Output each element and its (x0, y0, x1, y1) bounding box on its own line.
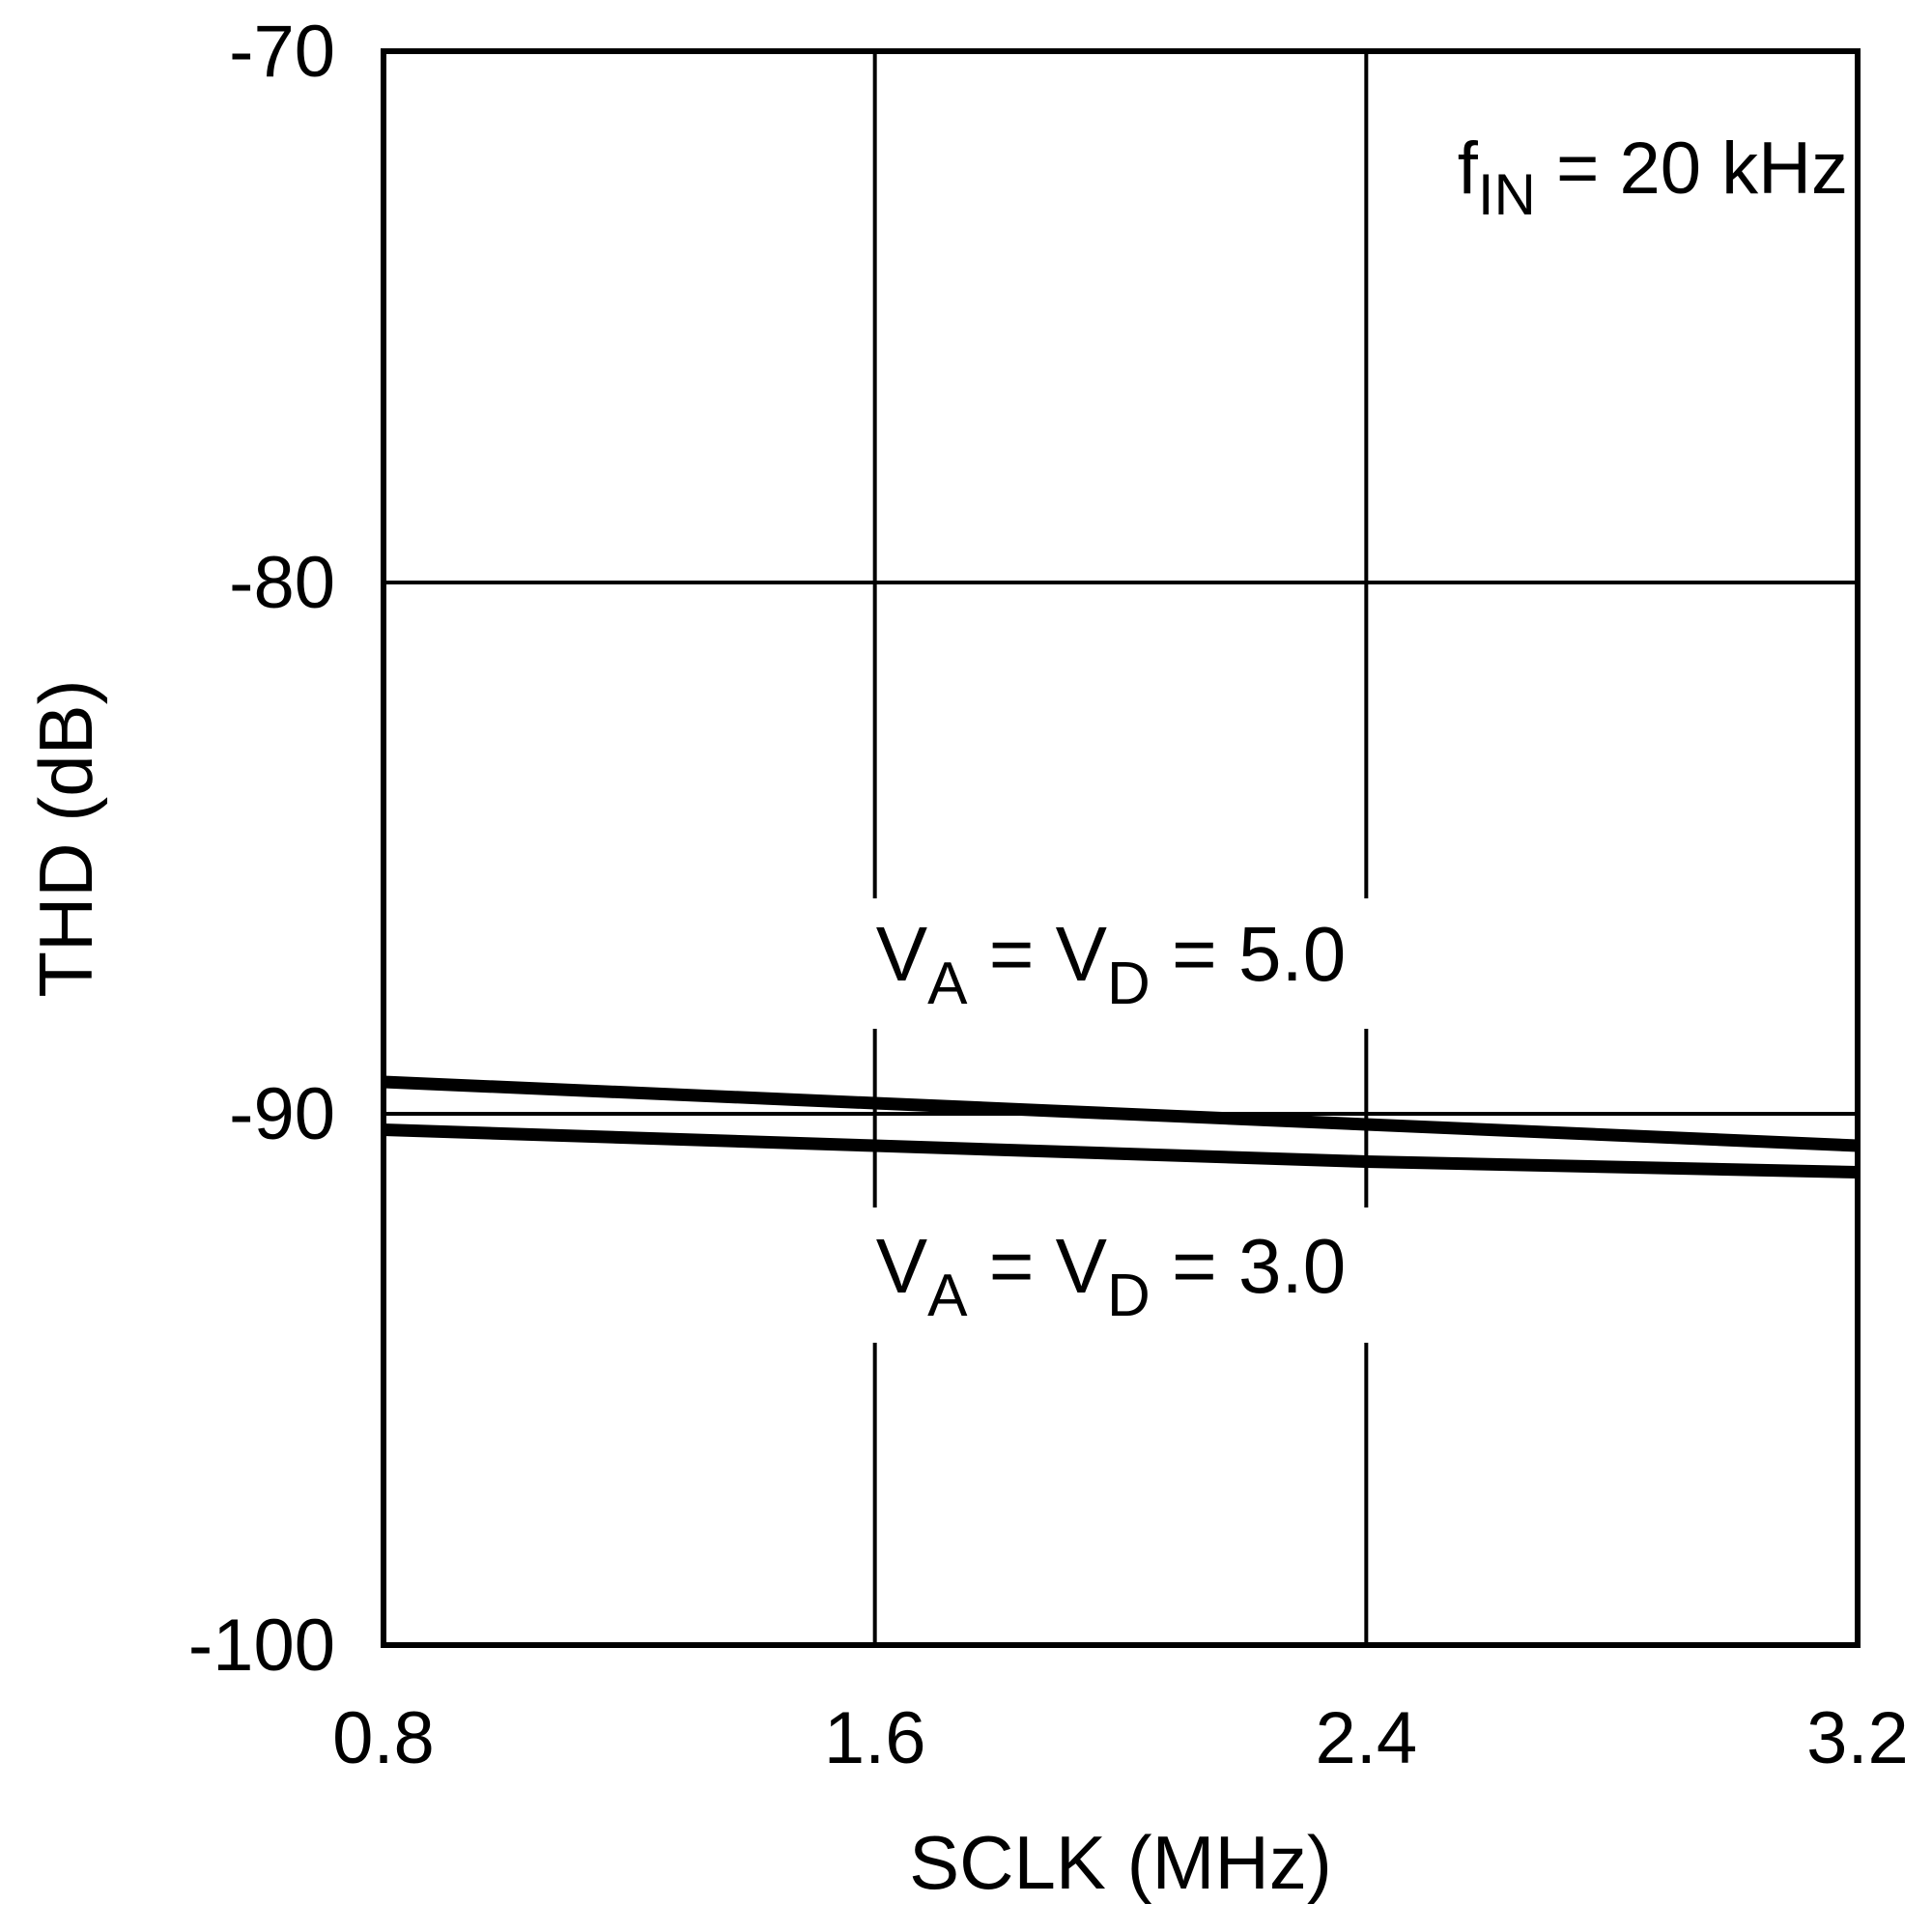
series-line (383, 1123, 1859, 1179)
series-line (383, 1075, 1859, 1152)
x-tick-label: 0.8 (332, 1697, 435, 1779)
va3-annotation-background (826, 1208, 1396, 1343)
y-tick-label: -70 (229, 11, 335, 93)
x-axis-label: SCLK (MHz) (909, 1820, 1332, 1905)
va3-annotation: VA = VD = 3.0 (876, 1223, 1346, 1329)
x-tick-label: 2.4 (1316, 1697, 1418, 1779)
x-tick-label: 1.6 (824, 1697, 926, 1779)
va5-annotation: VA = VD = 5.0 (876, 911, 1346, 1017)
y-tick-label: -80 (229, 542, 335, 624)
plot-frame (381, 48, 1861, 1648)
x-tick-label: 3.2 (1806, 1697, 1909, 1779)
fin-annotation-background (1372, 106, 1855, 232)
series-lines (383, 1075, 1859, 1179)
fin-annotation: fIN = 20 kHz (1458, 128, 1848, 227)
tick-labels: 0.8 1.6 2.4 3.2 -70 -80 -90 -100 (188, 11, 1909, 1779)
y-tick-label: -100 (188, 1605, 335, 1687)
grid (384, 51, 1858, 1645)
y-tick-label: -90 (229, 1073, 335, 1155)
va5-annotation-background (826, 898, 1396, 1029)
y-axis-label: THD (dB) (23, 679, 108, 997)
